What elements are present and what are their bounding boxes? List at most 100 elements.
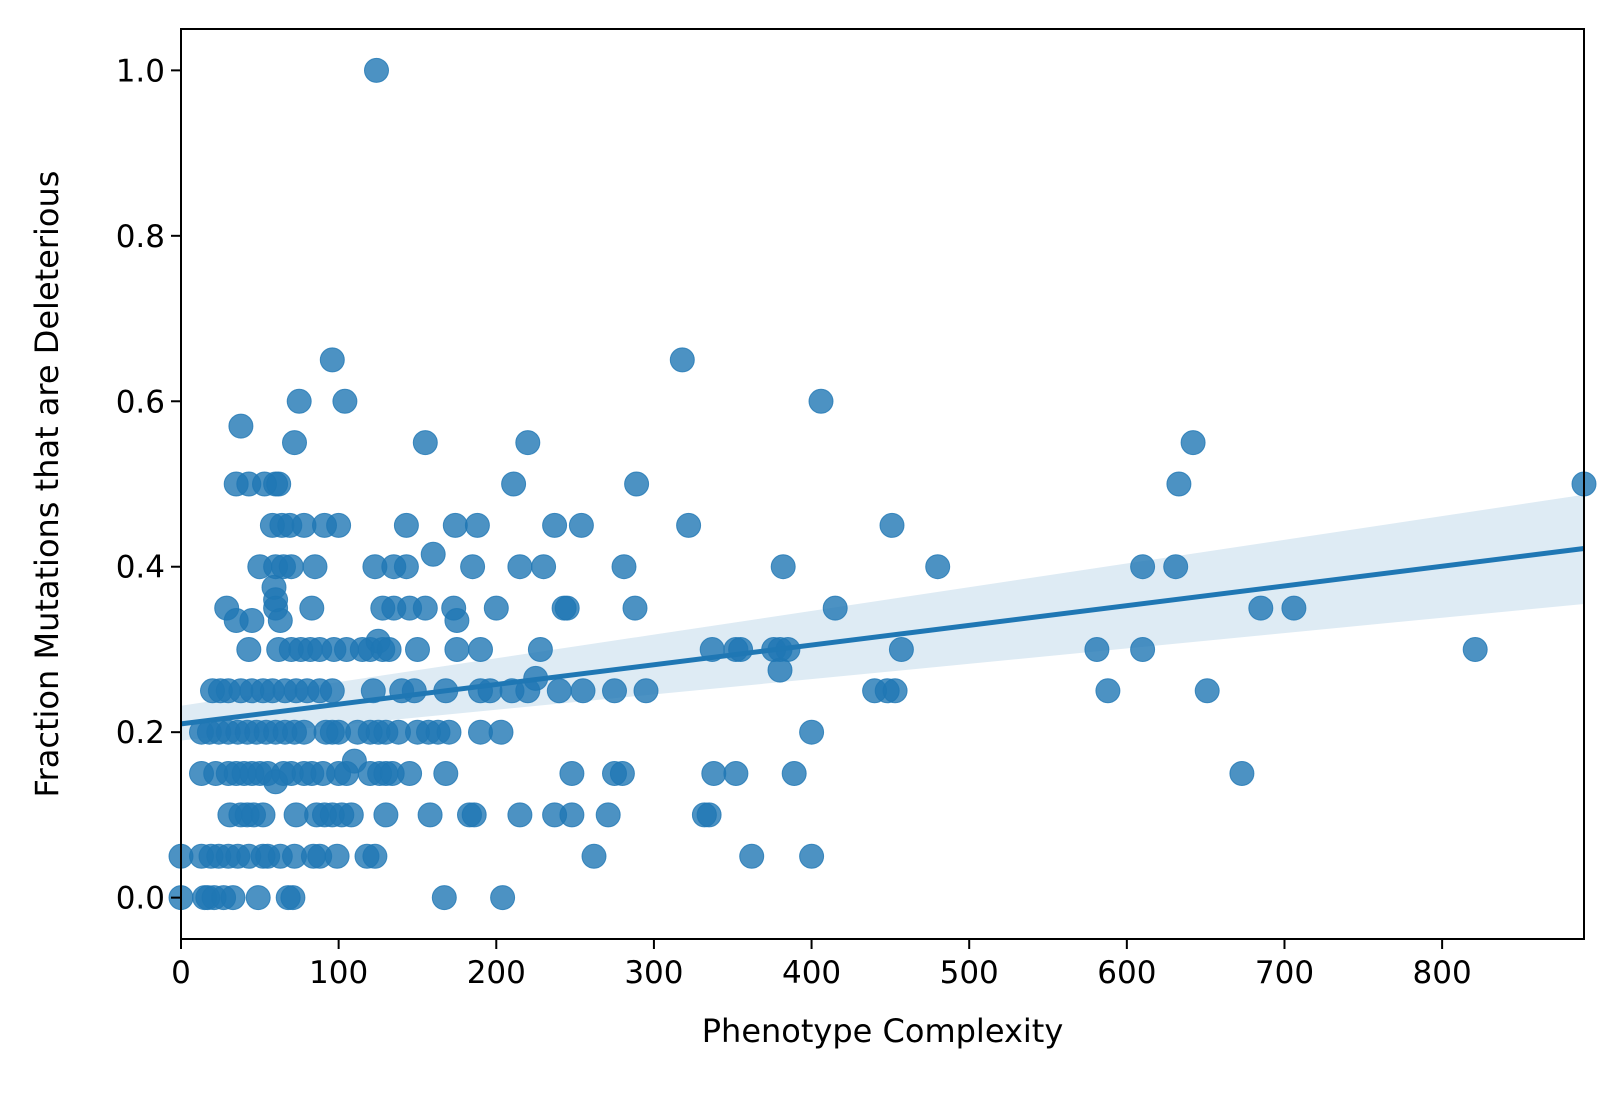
data-point [676,512,702,538]
data-point [882,678,908,704]
x-tick-label: 800 [1413,955,1472,991]
regression-line [180,546,1585,727]
data-point [728,637,754,662]
data-point [531,554,557,580]
data-point [412,595,438,621]
data-point [925,554,951,580]
data-point [362,843,388,869]
data-point [507,554,533,580]
data-point [1130,554,1156,580]
data-point [822,595,848,621]
data-point [393,512,419,538]
data-point [559,802,585,828]
data-point [420,541,446,567]
data-point [412,430,438,456]
data-point [669,347,695,373]
x-tick-label: 400 [782,955,841,991]
regression-line-layer [180,546,1585,727]
x-axis-ticks: 0 100 200 300 400 500 600 700 800 [171,939,1472,991]
data-point [799,843,825,869]
data-point [559,761,585,786]
data-point [1130,637,1156,662]
data-point [250,802,276,828]
data-point [1180,430,1206,456]
data-point [245,885,271,911]
data-point [302,554,328,580]
data-point [280,885,306,911]
x-tick-label: 0 [171,955,191,991]
data-point [568,512,594,538]
data-point [602,678,627,704]
data-point [319,678,345,704]
data-point [879,512,905,538]
data-point [299,595,325,621]
data-point [282,430,307,456]
data-point [483,595,509,621]
data-point [624,471,650,497]
y-tick-label: 0.2 [116,715,165,751]
data-point [326,512,352,538]
data-point [468,637,493,662]
data-point [1462,637,1488,662]
x-tick-label: 300 [624,955,683,991]
plot-area-frame [180,28,1585,940]
data-point [1281,595,1307,621]
data-point [286,388,312,414]
data-point [267,608,293,633]
x-tick-label: 500 [940,955,999,991]
data-point [542,512,568,538]
data-point [546,678,572,704]
data-point [1163,554,1189,580]
data-point [460,554,486,580]
x-tick-label: 200 [467,955,526,991]
data-point [373,802,399,828]
data-point [799,719,825,745]
data-point [490,885,516,911]
data-point [1248,595,1274,621]
data-point [1194,678,1220,704]
x-tick-label: 100 [309,955,368,991]
data-point [319,347,345,373]
y-tick-label: 0.6 [116,384,165,420]
data-point [808,388,834,414]
data-point [397,761,423,786]
data-point [417,802,443,828]
data-point [554,595,580,621]
data-point [263,587,289,613]
data-point [723,761,749,786]
data-point [888,637,914,662]
data-point [770,554,796,580]
data-point [739,843,765,869]
data-point [696,802,722,828]
x-tick-label: 700 [1255,955,1314,991]
data-point [488,719,514,745]
data-point [228,413,254,439]
data-point [515,430,541,456]
data-point [570,678,596,704]
data-point [581,843,607,869]
data-point [401,678,427,704]
y-tick-label: 0.4 [116,550,165,586]
data-point [266,471,292,497]
data-point [464,512,490,538]
data-point [405,637,430,662]
data-point [291,719,317,745]
data-point [433,761,459,786]
data-point [364,57,389,83]
x-tick-label: 600 [1097,955,1156,991]
y-tick-label: 0.0 [116,881,165,917]
data-point [461,802,487,828]
data-point [507,802,533,828]
data-point [611,554,637,580]
data-point [376,637,402,662]
data-point [431,885,457,911]
data-point [701,761,727,786]
data-point [444,637,470,662]
data-point [444,608,470,633]
points-layer [168,57,1597,911]
data-point [781,761,807,786]
data-point [622,595,648,621]
data-point [442,512,468,538]
